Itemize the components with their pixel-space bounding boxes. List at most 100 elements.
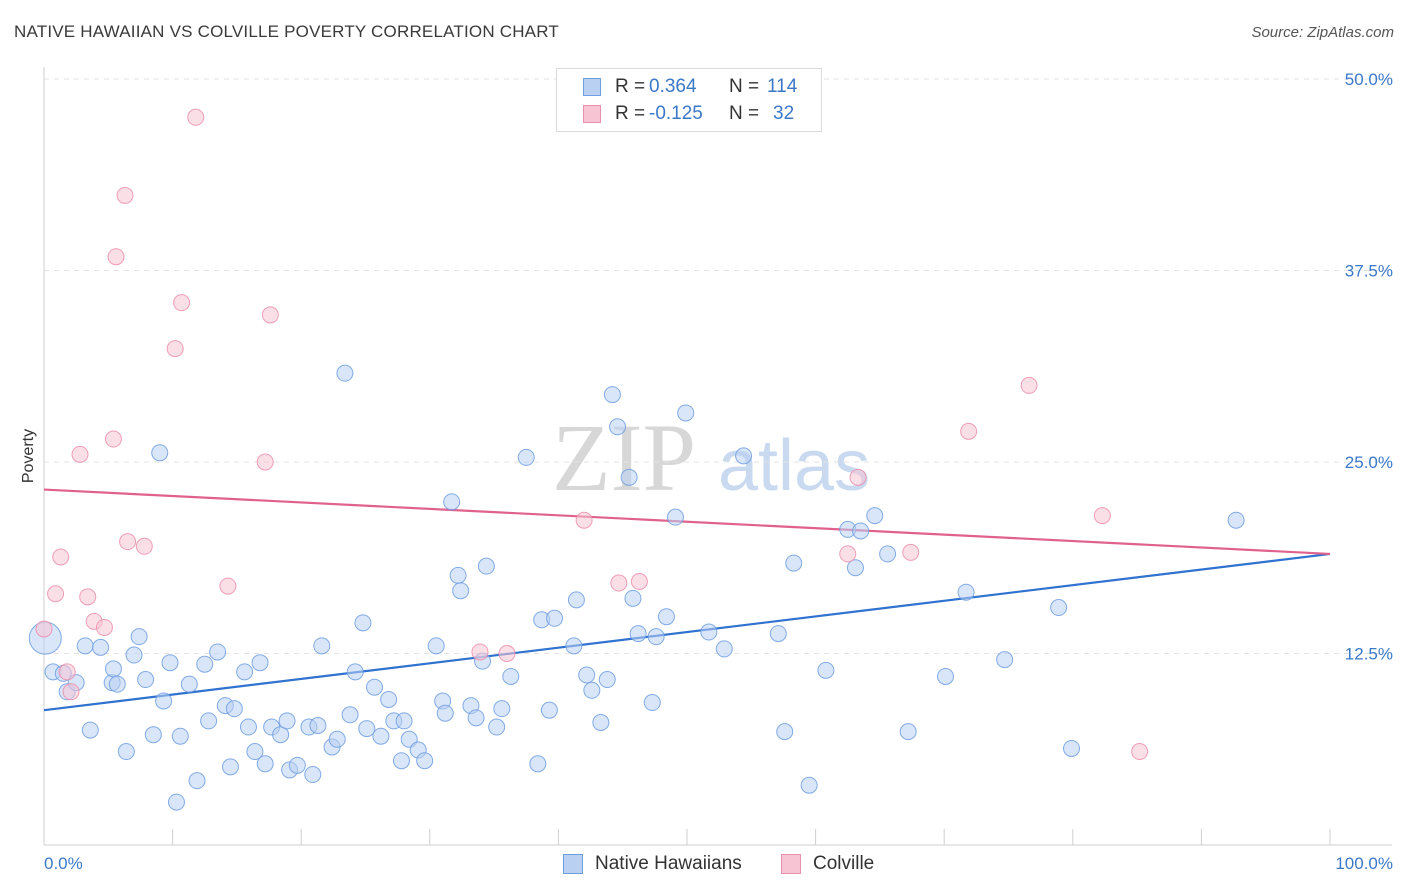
point-native-hawaiians [899,723,917,741]
point-colville [79,588,97,606]
point-native-hawaiians [735,447,753,465]
point-native-hawaiians [161,654,179,672]
point-colville [902,543,920,561]
point-native-hawaiians [200,712,218,730]
point-colville [135,537,153,555]
point-native-hawaiians [278,712,296,730]
point-native-hawaiians [540,701,558,719]
point-native-hawaiians [225,700,243,718]
legend-r-label: R = [615,76,646,97]
point-native-hawaiians [996,651,1014,669]
point-colville [62,683,80,701]
point-native-hawaiians [700,623,718,641]
y-tick-label: 50.0% [1345,70,1393,89]
legend-r-label: R = [615,103,646,124]
point-colville [849,468,867,486]
point-native-hawaiians [117,743,135,761]
point-colville [104,430,122,448]
point-native-hawaiians [624,589,642,607]
point-native-hawaiians [313,637,331,655]
point-native-hawaiians [188,772,206,790]
watermark: ZIP atlas [552,404,870,511]
point-native-hawaiians [477,557,495,575]
point-colville [498,645,516,662]
point-native-hawaiians [209,643,227,661]
point-native-hawaiians [1050,599,1068,617]
point-native-hawaiians [567,591,585,609]
point-native-hawaiians [578,666,596,684]
correlation-legend: R = 0.364 N = 114 R = -0.125 N = 32 [556,68,822,132]
trendline-colville [43,488,1331,556]
point-native-hawaiians [657,608,675,626]
point-native-hawaiians [144,726,162,744]
point-colville [960,422,978,440]
point-native-hawaiians [246,743,264,761]
trendlines [43,488,1331,712]
data-points [28,108,1245,811]
point-native-hawaiians [239,718,257,736]
point-native-hawaiians [81,721,99,739]
chart-title: NATIVE HAWAIIAN VS COLVILLE POVERTY CORR… [14,22,559,41]
y-tick-label: 25.0% [1345,453,1393,472]
point-native-hawaiians [130,628,148,646]
point-native-hawaiians [666,508,684,526]
x-tick-max: 100.0% [1335,854,1393,873]
bottom-legend-swatch-blue [563,854,583,874]
point-native-hawaiians [467,709,485,727]
point-native-hawaiians [603,386,621,404]
legend-n-value: 32 [773,103,795,124]
point-native-hawaiians [221,758,239,776]
y-axis-label: Poverty [20,429,37,483]
point-native-hawaiians [443,493,461,511]
point-native-hawaiians [92,638,110,656]
point-native-hawaiians [171,727,189,745]
watermark-atlas: atlas [718,426,870,506]
point-native-hawaiians [852,522,870,540]
point-colville [35,620,53,638]
point-native-hawaiians [529,755,547,773]
point-native-hawaiians [137,671,155,689]
point-native-hawaiians [449,566,467,584]
point-native-hawaiians [517,448,535,466]
point-colville [187,108,205,126]
point-native-hawaiians [151,444,169,462]
legend-swatch-pink [583,105,601,123]
legend-r-value: -0.125 [649,103,703,124]
point-native-hawaiians [167,793,185,811]
point-colville [219,577,237,595]
point-native-hawaiians [677,404,695,422]
source-credit: Source: ZipAtlas.com [1251,24,1394,41]
bottom-legend-label: Colville [813,853,875,874]
point-native-hawaiians [236,663,254,681]
point-native-hawaiians [196,655,214,673]
point-native-hawaiians [609,418,627,436]
point-native-hawaiians [436,704,454,722]
point-native-hawaiians [416,752,434,770]
point-native-hawaiians [328,730,346,748]
point-colville [261,306,279,324]
legend-swatch-blue [583,78,601,96]
point-native-hawaiians [272,726,290,744]
point-colville [471,643,489,661]
point-native-hawaiians [76,637,94,655]
point-native-hawaiians [769,625,787,643]
point-native-hawaiians [427,637,445,655]
point-native-hawaiians [288,756,306,774]
point-colville [630,572,648,590]
y-tick-labels: 12.5% 25.0% 37.5% 50.0% [1345,70,1393,664]
point-native-hawaiians [817,661,835,679]
point-colville [166,340,184,358]
watermark-zip: ZIP [552,404,696,511]
point-native-hawaiians [341,706,359,724]
point-native-hawaiians [354,614,372,632]
y-tick-label: 37.5% [1345,262,1393,281]
point-native-hawaiians [776,723,794,741]
y-tick-label: 12.5% [1345,645,1393,664]
point-native-hawaiians [629,625,647,643]
axes [43,67,1392,846]
point-colville [1093,507,1111,525]
point-native-hawaiians [358,720,376,738]
point-native-hawaiians [936,667,954,685]
point-colville [1020,376,1038,394]
